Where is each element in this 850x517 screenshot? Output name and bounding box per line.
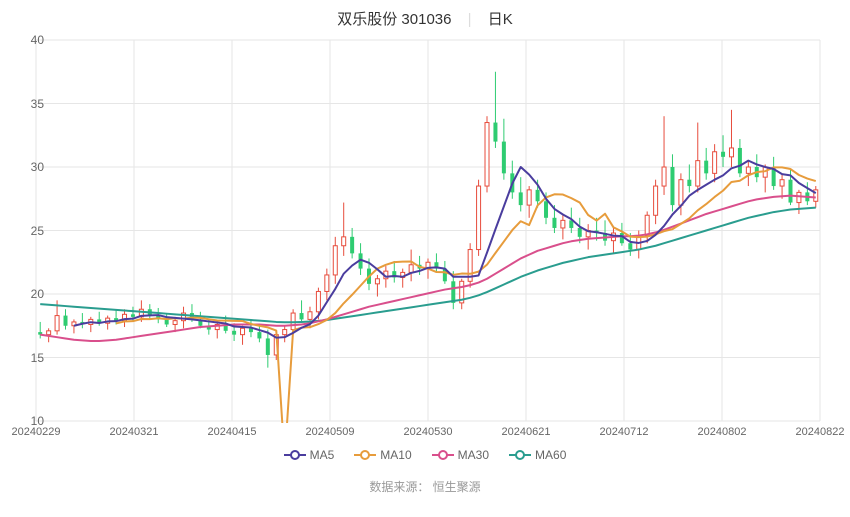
legend-marker-icon [509,450,531,460]
legend-item: MA5 [284,448,335,462]
source-value: 恒生聚源 [433,480,481,494]
y-tick-label: 15 [14,351,44,365]
x-tick-label: 20240712 [600,426,649,438]
legend-marker-icon [284,450,306,460]
x-tick-label: 20240509 [306,426,355,438]
candlestick-chart [28,38,828,423]
legend-label: MA30 [458,448,489,462]
y-tick-label: 35 [14,97,44,111]
legend-item: MA30 [432,448,489,462]
legend-marker-icon [354,450,376,460]
y-tick-label: 25 [14,224,44,238]
chart-svg [28,38,828,423]
x-tick-label: 20240229 [12,426,61,438]
y-tick-label: 30 [14,160,44,174]
chart-title: 双乐股份 301036 | 日K [0,0,850,29]
legend-label: MA60 [535,448,566,462]
y-tick-label: 40 [14,33,44,47]
source-label: 数据来源： [369,480,429,494]
x-tick-label: 20240802 [698,426,747,438]
title-separator: | [468,11,472,28]
stock-name: 双乐股份 [337,11,397,28]
legend: MA5 MA10 MA30 MA60 [0,448,850,463]
x-tick-label: 20240530 [404,426,453,438]
x-tick-label: 20240321 [110,426,159,438]
x-tick-label: 20240822 [796,426,845,438]
x-tick-label: 20240621 [502,426,551,438]
chart-period: 日K [488,11,513,28]
legend-label: MA5 [310,448,335,462]
legend-marker-icon [432,450,454,460]
y-tick-label: 20 [14,287,44,301]
x-tick-label: 20240415 [208,426,257,438]
legend-label: MA10 [380,448,411,462]
data-source: 数据来源： 恒生聚源 [0,478,850,495]
legend-item: MA10 [354,448,411,462]
stock-code: 301036 [401,11,451,28]
legend-item: MA60 [509,448,566,462]
